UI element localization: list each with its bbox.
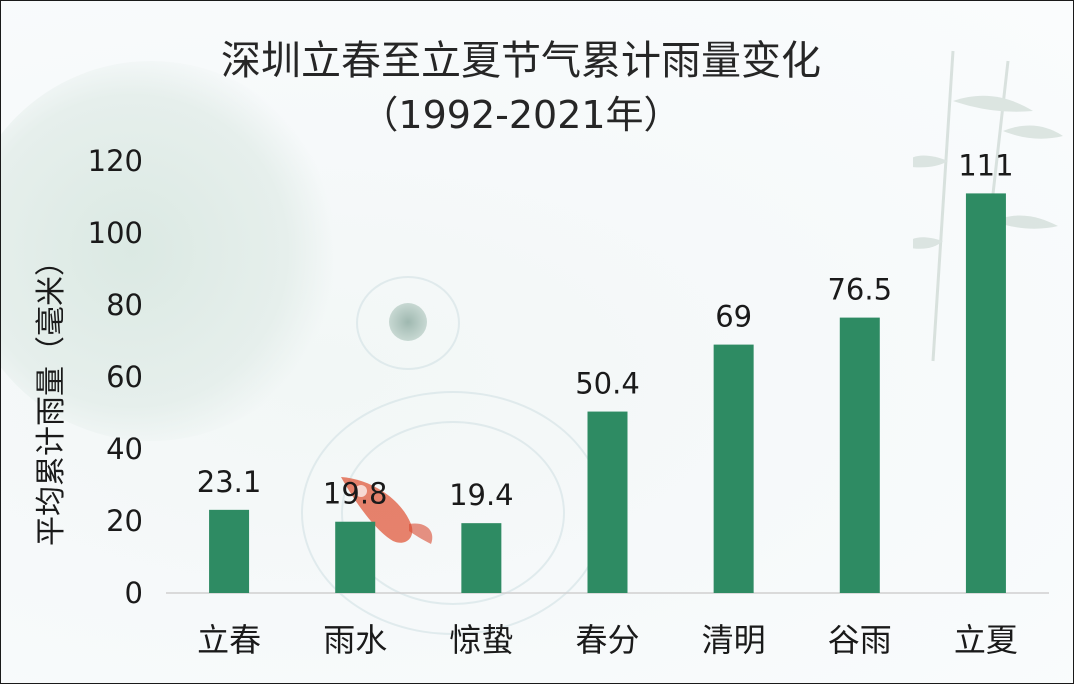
data-label: 69	[715, 300, 752, 334]
bar-2	[461, 523, 502, 593]
x-category-label: 雨水	[323, 621, 387, 659]
data-label: 19.4	[449, 478, 514, 512]
water-ripple	[341, 421, 565, 605]
x-category-label: 立夏	[954, 621, 1018, 659]
x-category-label: 清明	[702, 621, 766, 659]
y-tick-label: 80	[106, 288, 143, 322]
data-label: 23.1	[197, 465, 262, 499]
bar-1	[335, 521, 376, 593]
data-labels: 23.1 19.8 19.4 50.4 69 76.5 111	[197, 148, 1014, 512]
water-ripple	[356, 276, 460, 370]
x-category-label: 春分	[575, 621, 639, 659]
data-label: 50.4	[575, 367, 640, 401]
chart-title: 深圳立春至立夏节气累计雨量变化	[221, 38, 821, 84]
y-tick-label: 20	[106, 504, 143, 538]
small-leaf-decoration	[389, 303, 427, 341]
chart-subtitle: （1992-2021年）	[360, 93, 682, 137]
bar-0	[209, 509, 250, 593]
x-category-label: 惊蛰	[449, 621, 513, 659]
data-label: 76.5	[827, 273, 892, 307]
bar-5	[839, 317, 880, 593]
data-label: 111	[958, 148, 1013, 182]
lotus-leaf-background	[1, 61, 341, 441]
bar-3	[587, 411, 628, 593]
y-axis-ticks: 0 20 40 60 80 100 120	[88, 144, 143, 610]
y-tick-label: 60	[106, 360, 143, 394]
data-label: 19.8	[323, 477, 388, 511]
x-category-label: 立春	[197, 621, 261, 659]
x-axis-categories: 立春 雨水 惊蛰 春分 清明 谷雨 立夏	[197, 621, 1018, 659]
y-tick-label: 120	[88, 144, 143, 178]
y-tick-label: 100	[88, 216, 143, 250]
x-category-label: 谷雨	[828, 621, 892, 659]
bar-4	[713, 344, 754, 593]
koi-fish-icon	[341, 477, 433, 544]
bars	[209, 193, 1006, 593]
y-tick-label: 0	[125, 576, 143, 610]
y-tick-label: 40	[106, 432, 143, 466]
bar-6	[965, 193, 1006, 593]
